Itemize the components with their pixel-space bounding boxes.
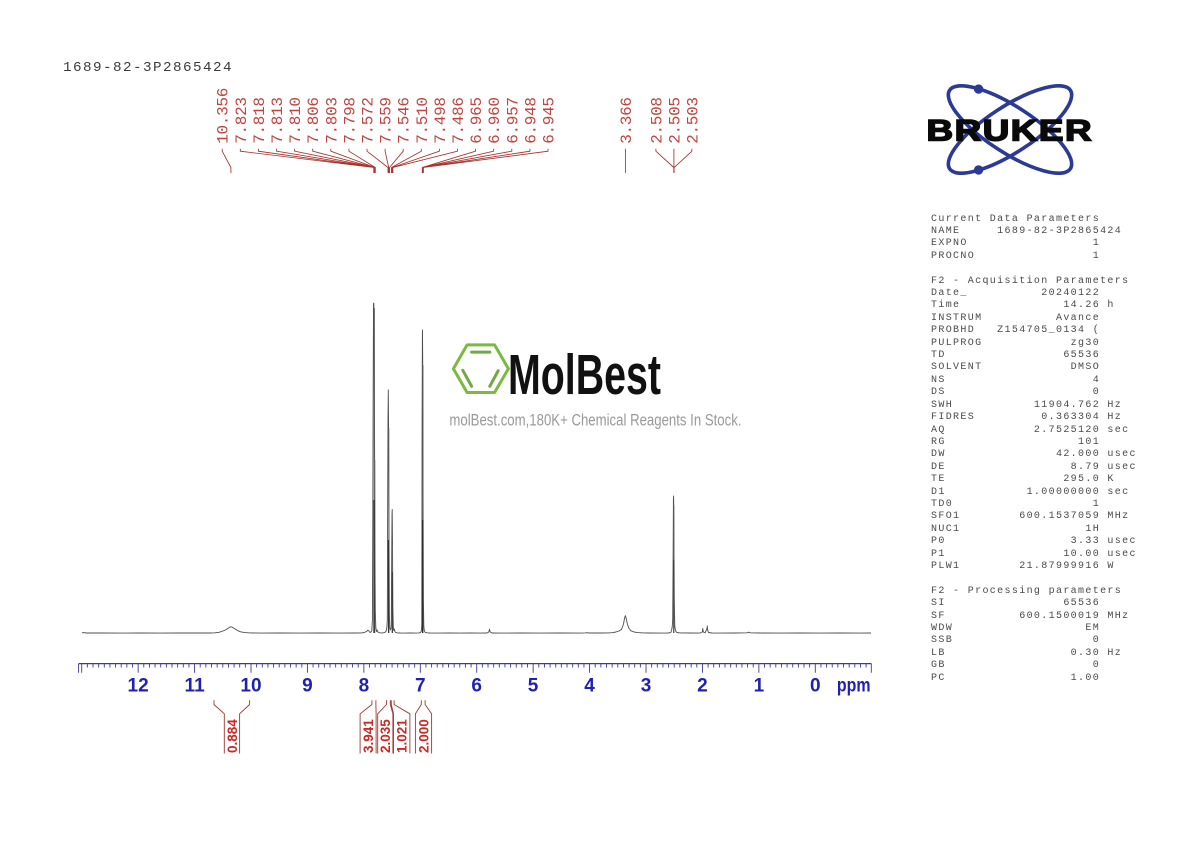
svg-text:0: 0 xyxy=(810,675,821,696)
svg-text:7.572: 7.572 xyxy=(360,97,378,144)
svg-text:8: 8 xyxy=(359,675,370,696)
svg-text:1.021: 1.021 xyxy=(395,719,410,753)
svg-text:MolBest: MolBest xyxy=(508,344,661,407)
svg-text:2.505: 2.505 xyxy=(666,97,684,144)
svg-text:6.957: 6.957 xyxy=(504,97,522,144)
svg-text:7.823: 7.823 xyxy=(233,97,251,144)
svg-text:9: 9 xyxy=(302,675,313,696)
svg-text:7.559: 7.559 xyxy=(378,97,396,144)
svg-text:6.965: 6.965 xyxy=(468,97,486,144)
svg-text:5: 5 xyxy=(528,675,539,696)
svg-text:3.941: 3.941 xyxy=(361,719,376,753)
svg-text:ppm: ppm xyxy=(837,674,871,696)
svg-text:0.884: 0.884 xyxy=(225,719,240,753)
svg-text:7.818: 7.818 xyxy=(251,97,269,144)
svg-text:6.948: 6.948 xyxy=(522,97,540,144)
svg-text:4: 4 xyxy=(584,675,595,696)
svg-text:6: 6 xyxy=(471,675,482,696)
svg-text:2.508: 2.508 xyxy=(648,97,666,144)
svg-text:BRUKER: BRUKER xyxy=(927,115,1094,148)
svg-text:7.810: 7.810 xyxy=(287,97,305,144)
svg-text:molBest.com,180K+ Chemical Rea: molBest.com,180K+ Chemical Reagents In S… xyxy=(449,411,741,430)
svg-text:1: 1 xyxy=(754,675,765,696)
svg-text:2: 2 xyxy=(697,675,708,696)
svg-text:2.035: 2.035 xyxy=(378,719,393,753)
svg-text:3: 3 xyxy=(641,675,652,696)
svg-text:3.366: 3.366 xyxy=(618,97,636,144)
svg-text:7.546: 7.546 xyxy=(396,97,414,144)
svg-text:7.486: 7.486 xyxy=(450,97,468,144)
svg-text:7.803: 7.803 xyxy=(323,97,341,144)
svg-text:7: 7 xyxy=(415,675,426,696)
svg-text:6.960: 6.960 xyxy=(486,97,504,144)
svg-text:11: 11 xyxy=(185,675,206,696)
svg-text:10.356: 10.356 xyxy=(215,88,233,144)
svg-text:7.510: 7.510 xyxy=(414,97,432,144)
svg-text:10: 10 xyxy=(240,675,261,696)
svg-text:7.798: 7.798 xyxy=(341,97,359,144)
svg-text:2.503: 2.503 xyxy=(684,97,702,144)
svg-text:7.806: 7.806 xyxy=(305,97,323,144)
svg-text:7.813: 7.813 xyxy=(269,97,287,144)
svg-text:6.945: 6.945 xyxy=(541,97,559,144)
svg-text:2.000: 2.000 xyxy=(416,719,431,753)
svg-text:7.498: 7.498 xyxy=(432,97,450,144)
svg-text:12: 12 xyxy=(128,675,149,696)
